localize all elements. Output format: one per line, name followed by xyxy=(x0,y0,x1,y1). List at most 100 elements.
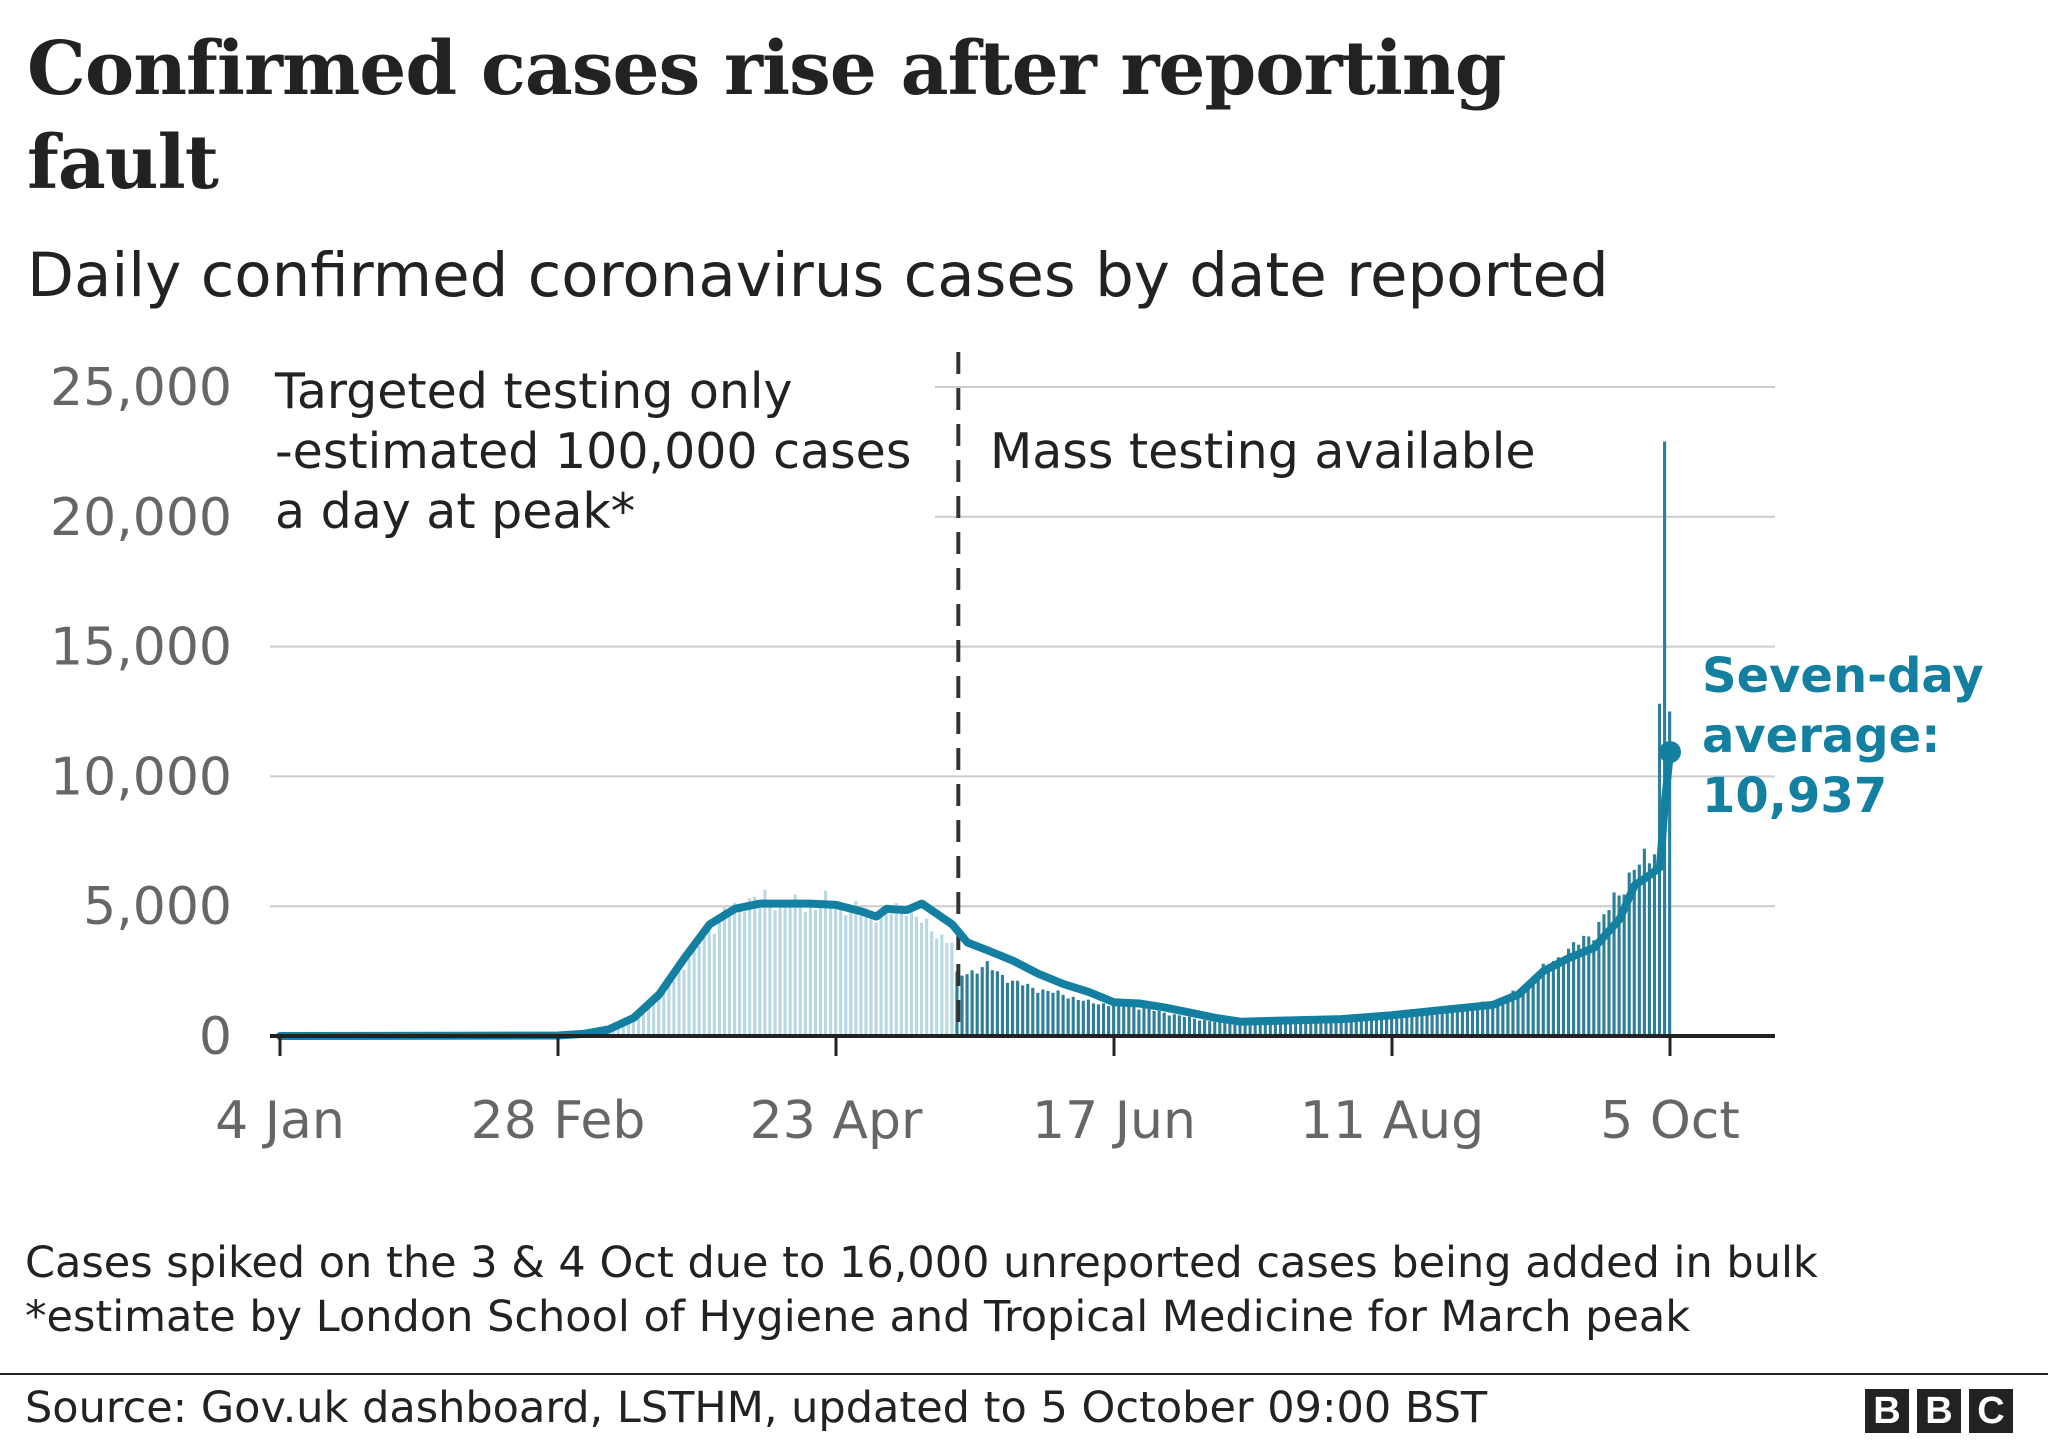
daily-case-bar xyxy=(1107,1006,1111,1036)
daily-case-bar xyxy=(995,971,999,1036)
daily-case-bar xyxy=(1036,992,1040,1036)
daily-case-bar xyxy=(687,958,691,1036)
daily-case-bar xyxy=(1091,1003,1095,1036)
daily-case-bar xyxy=(732,902,737,1036)
daily-case-bar xyxy=(1597,921,1601,1036)
daily-case-bar xyxy=(682,969,686,1036)
daily-case-bar xyxy=(869,911,873,1036)
daily-case-bar xyxy=(1526,981,1530,1036)
daily-case-bar xyxy=(844,915,848,1036)
daily-case-bar xyxy=(980,967,984,1036)
daily-case-bar xyxy=(1460,1009,1464,1036)
daily-case-bar xyxy=(748,898,752,1036)
daily-case-bar xyxy=(768,900,772,1036)
daily-case-bar xyxy=(1491,1004,1495,1036)
daily-case-bar xyxy=(813,909,817,1036)
daily-case-bar xyxy=(1546,966,1550,1036)
y-tick-label: 25,000 xyxy=(50,358,232,418)
seven-day-average-line xyxy=(276,748,1674,1040)
daily-case-bar xyxy=(1010,980,1015,1036)
daily-case-bar xyxy=(1228,1022,1232,1036)
daily-case-bar xyxy=(1561,960,1566,1036)
daily-case-bar xyxy=(1496,999,1500,1036)
y-tick-label: 20,000 xyxy=(50,488,232,548)
daily-case-bar xyxy=(1632,869,1636,1036)
average-label-value: 10,937 xyxy=(1702,768,1887,824)
daily-case-bar xyxy=(1637,864,1641,1036)
y-tick-label: 5,000 xyxy=(83,877,232,937)
daily-case-bar xyxy=(707,930,711,1036)
chart-subtitle: Daily confirmed coronavirus cases by dat… xyxy=(27,240,1609,311)
daily-case-bar xyxy=(975,973,979,1036)
daily-case-bar xyxy=(1137,1009,1141,1036)
daily-case-bar xyxy=(808,902,812,1036)
left-region-label-line-1: Targeted testing only xyxy=(274,363,793,420)
daily-case-bar xyxy=(743,911,747,1036)
daily-case-bar xyxy=(1385,1014,1389,1036)
chart-notes: Cases spiked on the 3 & 4 Oct due to 16,… xyxy=(25,1236,1818,1344)
daily-case-bar xyxy=(1465,1005,1470,1036)
daily-case-bar xyxy=(1177,1015,1181,1036)
daily-case-bar xyxy=(834,904,838,1036)
daily-case-bar xyxy=(783,905,787,1036)
daily-case-bar xyxy=(1041,989,1045,1036)
daily-case-bar xyxy=(1192,1018,1197,1036)
daily-case-bar xyxy=(1481,1001,1485,1036)
daily-case-bar xyxy=(1582,935,1586,1036)
right-region-label: Mass testing available xyxy=(990,423,1536,480)
daily-case-bar xyxy=(1587,936,1591,1036)
bbc-logo-b2: B xyxy=(1917,1389,1961,1433)
daily-case-bar xyxy=(985,961,989,1036)
daily-case-bar xyxy=(1051,992,1055,1036)
daily-case-bar xyxy=(1127,1006,1131,1036)
daily-case-bar xyxy=(1273,1020,1277,1036)
daily-case-bar xyxy=(662,988,666,1036)
daily-case-bar xyxy=(899,908,903,1036)
daily-case-bar xyxy=(1203,1019,1207,1036)
daily-case-bar xyxy=(889,913,893,1036)
daily-case-bar xyxy=(1258,1021,1262,1036)
daily-case-bar xyxy=(1592,940,1596,1036)
daily-case-bar xyxy=(1354,1016,1358,1036)
daily-case-bar xyxy=(798,907,802,1036)
daily-case-bar xyxy=(1046,990,1050,1036)
daily-case-bar xyxy=(1415,1010,1419,1036)
daily-case-bar xyxy=(692,945,696,1036)
daily-case-bar xyxy=(1572,942,1576,1036)
daily-case-bar xyxy=(1147,1008,1151,1036)
daily-case-bar xyxy=(1577,944,1581,1036)
x-axis-ticks: 4 Jan 28 Feb 23 Apr 17 Jun 11 Aug 5 Oct xyxy=(215,1036,1740,1151)
daily-case-bar xyxy=(727,912,732,1036)
daily-case-bar xyxy=(611,1028,615,1036)
x-tick-label: 5 Oct xyxy=(1600,1091,1740,1151)
note-spike: Cases spiked on the 3 & 4 Oct due to 16,… xyxy=(25,1238,1818,1288)
annotations: Targeted testing only -estimated 100,000… xyxy=(274,363,1984,824)
daily-case-bar xyxy=(1369,1016,1373,1036)
daily-case-bar xyxy=(1329,1019,1333,1036)
daily-case-bar xyxy=(1420,1009,1424,1036)
daily-case-bar xyxy=(1071,996,1075,1036)
daily-case-bar xyxy=(914,916,919,1036)
daily-case-bar xyxy=(1218,1020,1222,1036)
daily-case-bar xyxy=(1511,990,1515,1036)
daily-case-bar xyxy=(1056,990,1060,1036)
daily-case-bar xyxy=(1005,982,1010,1036)
daily-case-bar xyxy=(1319,1017,1323,1036)
daily-case-bar xyxy=(1476,1004,1480,1036)
daily-case-bar xyxy=(950,942,954,1036)
x-tick-label: 28 Feb xyxy=(471,1091,646,1151)
daily-case-bar xyxy=(793,894,797,1036)
daily-case-bar xyxy=(657,997,661,1036)
daily-case-bar xyxy=(672,980,676,1036)
daily-case-bar xyxy=(904,915,908,1036)
daily-case-bar xyxy=(894,903,898,1036)
daily-case-bar xyxy=(1612,892,1616,1036)
x-tick-label: 23 Apr xyxy=(750,1091,923,1151)
daily-case-bar xyxy=(1198,1020,1202,1036)
daily-case-bar xyxy=(864,908,868,1036)
daily-case-bar xyxy=(1455,1007,1459,1036)
daily-case-bar xyxy=(1521,988,1525,1036)
footer-divider xyxy=(0,1373,2048,1375)
daily-case-bar xyxy=(1410,1009,1414,1036)
daily-case-bar xyxy=(1081,1000,1085,1036)
